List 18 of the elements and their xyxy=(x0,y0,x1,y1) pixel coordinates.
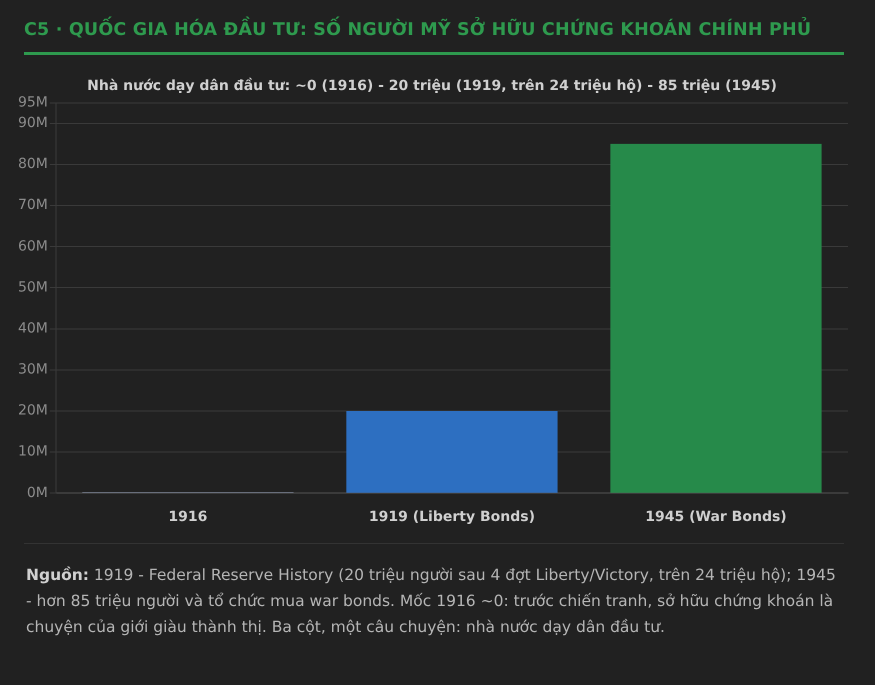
y-tick-label: 95M xyxy=(18,94,48,110)
y-tick-label: 80M xyxy=(18,156,48,172)
y-tick-label: 0M xyxy=(26,484,48,501)
y-tick-label: 60M xyxy=(18,238,48,254)
chart-subtitle: Nhà nước dạy dân đầu tư: ~0 (1916) - 20 triệu (1919, trên 24 triệu hộ) - 85 triệu (1945) xyxy=(87,77,777,94)
y-tick-label: 20M xyxy=(18,402,48,419)
y-tick-label: 70M xyxy=(18,197,48,214)
x-tick-label: 1919 (Liberty Bonds) xyxy=(368,509,535,526)
bar xyxy=(610,144,822,493)
x-tick-label: 1945 (War Bonds) xyxy=(645,509,787,526)
text: Nguồn: 1919 - Federal Reserve History (20 triệu người sau 4 đợt Liberty/Victory, trên 24 triệu hộ); 1945 - hơn 85 triệu người và tổ chức mua war bonds. Mốc 1916 ~0: trước chiến tranh, sở hữu chứng khoán là chuyện của giới giàu thành thị. Ba cột, một câu chuyện: nhà nước dạy dân đầu tư. xyxy=(26,565,836,638)
bar xyxy=(346,411,558,493)
y-tick-label: 30M xyxy=(18,362,48,378)
y-tick-label: 40M xyxy=(18,320,48,336)
y-tick-label: 50M xyxy=(18,279,48,296)
y-tick-label: 90M xyxy=(18,114,48,131)
x-tick-label: 1916 xyxy=(168,509,208,526)
y-tick-label: 10M xyxy=(18,444,48,460)
